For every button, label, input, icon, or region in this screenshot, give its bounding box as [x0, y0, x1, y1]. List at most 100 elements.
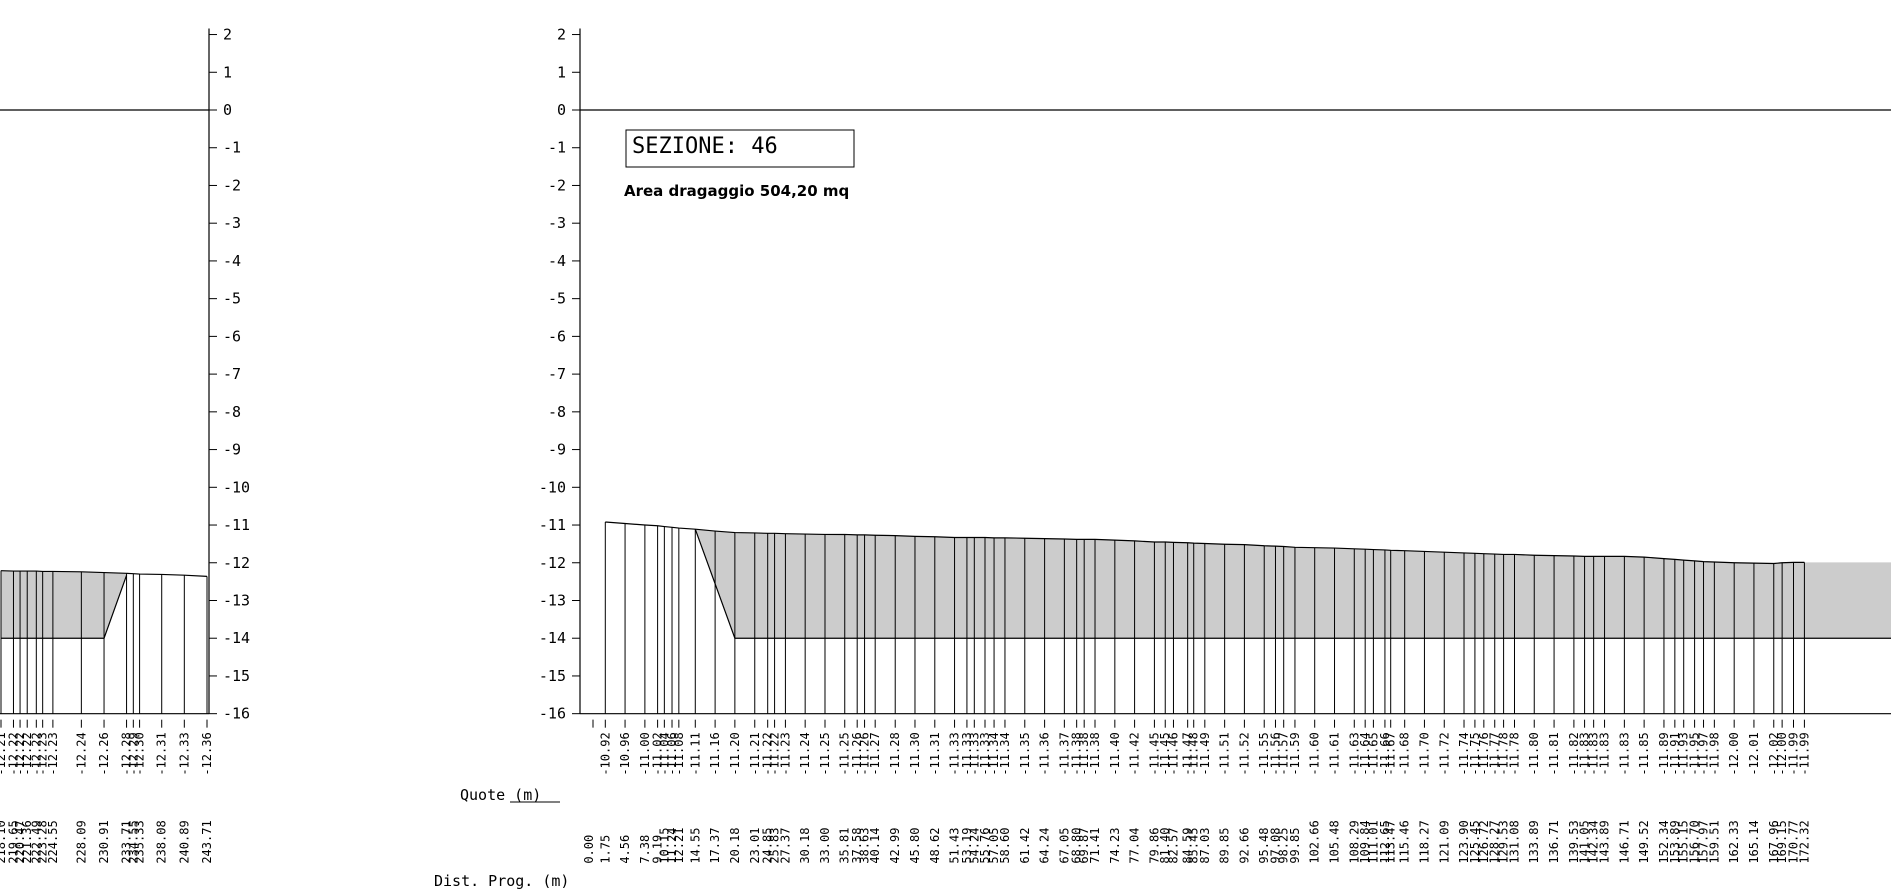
right-quota-label: -11.81 — [1547, 732, 1561, 775]
right-tick-label: -5 — [548, 290, 566, 308]
right-bed-profile — [605, 521, 1805, 565]
right-tick-label: -8 — [548, 403, 566, 421]
right-dist-label: 141.05 — [1578, 820, 1592, 863]
left-quota-label: -12.33 — [177, 732, 191, 775]
left-quota-label: -12.23 — [46, 732, 60, 775]
right-dist-label: 123.90 — [1457, 820, 1471, 863]
right-dist-label: 27.37 — [778, 828, 792, 864]
right-quota-label: -11.27 — [868, 732, 882, 775]
right-tick-label: -2 — [548, 176, 566, 194]
left-tick-label: -7 — [223, 365, 241, 383]
right-dredge-area — [695, 529, 1891, 639]
right-dist-label: 167.96 — [1767, 820, 1781, 863]
left-bed-profile — [0, 570, 208, 577]
left-tick-label: -9 — [223, 441, 241, 459]
left-quota-label: -12.22 — [13, 732, 27, 775]
right-quota-label: -11.31 — [928, 732, 942, 775]
left-quota-label: -12.21 — [0, 732, 8, 775]
left-section-panel: -12.21 218.10 -12.22 219.65 -12.22 220.47 -12.… — [0, 109, 214, 864]
right-dist-label: 20.18 — [728, 828, 742, 864]
right-dist-label: 129.53 — [1497, 820, 1511, 863]
right-dist-label: 85.45 — [1187, 828, 1201, 864]
right-dist-label: 165.14 — [1747, 820, 1761, 863]
right-quota-label: -11.36 — [1038, 732, 1052, 775]
right-quota-label: -11.74 — [1457, 732, 1471, 775]
right-quota-label: -11.78 — [1497, 732, 1511, 775]
right-dist-label: 89.85 — [1218, 828, 1232, 864]
right-quota-label: -11.25 — [818, 732, 832, 775]
right-quota-label: -11.72 — [1437, 732, 1451, 775]
left-tick-label: 1 — [223, 63, 232, 81]
left-quota-label: -12.31 — [155, 732, 169, 775]
right-quota-label: -11.93 — [1677, 732, 1691, 775]
right-dist-label: 142.34 — [1587, 820, 1601, 863]
right-quota-label: -11.30 — [908, 732, 922, 775]
right-dist-label: 55.76 — [978, 828, 992, 864]
right-dist-label: 54.24 — [967, 828, 981, 864]
right-dist-label: 30.18 — [798, 828, 812, 864]
left-dist-label: 240.89 — [177, 820, 191, 863]
right-dist-label: 102.66 — [1308, 820, 1322, 863]
right-tick-label: -14 — [539, 629, 566, 647]
right-quota-label: -11.28 — [888, 732, 902, 775]
left-tick-label: -5 — [223, 290, 241, 308]
right-quota-label: -11.34 — [998, 732, 1012, 775]
left-dist-label: 222.49 — [29, 820, 43, 863]
right-quota-label: -11.22 — [768, 732, 782, 775]
left-tick-label: -12 — [223, 554, 250, 572]
right-tick-label: -9 — [548, 441, 566, 459]
right-quota-label: -11.46 — [1166, 732, 1180, 775]
left-quota-label: -12.29 — [126, 732, 140, 775]
left-tick-label: -10 — [223, 478, 250, 496]
left-tick-label: -15 — [223, 667, 250, 685]
section-title-box — [625, 129, 855, 168]
right-dist-label: 156.70 — [1688, 820, 1702, 863]
right-tick-label: 0 — [557, 101, 566, 119]
right-tick-label: -1 — [548, 139, 566, 157]
left-tick-label: 2 — [223, 26, 232, 44]
right-dist-label: 113.47 — [1384, 820, 1398, 863]
right-dist-label: 53.19 — [960, 828, 974, 864]
right-quota-label: -11.08 — [672, 732, 686, 775]
left-tick-label: -16 — [223, 705, 250, 723]
right-quota-label: -12.00 — [1727, 732, 1741, 775]
dredging-area-label: Area dragaggio 504,20 mq — [624, 182, 849, 200]
right-quota-label: -12.01 — [1747, 732, 1761, 775]
right-dist-label: 64.24 — [1038, 828, 1052, 864]
right-quota-label: -11.35 — [1018, 732, 1032, 775]
left-quota-label: -12.26 — [97, 732, 111, 775]
left-quota-label: -12.28 — [120, 732, 134, 775]
right-dist-label: 74.23 — [1108, 828, 1122, 864]
right-quota-label: -11.37 — [1057, 732, 1071, 775]
left-dist-label: 223.28 — [36, 820, 50, 863]
right-quota-label: -11.45 — [1158, 732, 1172, 775]
right-dist-label: 98.25 — [1277, 828, 1291, 864]
left-quota-label: -12.22 — [20, 732, 34, 775]
right-quota-label: -11.60 — [1308, 732, 1322, 775]
right-tick-label: -16 — [539, 705, 566, 723]
right-dist-label: 14.55 — [688, 828, 702, 864]
right-quota-label: -11.66 — [1378, 732, 1392, 775]
right-dist-label: 115.46 — [1398, 820, 1412, 863]
right-quota-label: -11.45 — [1147, 732, 1161, 775]
right-dist-label: 95.48 — [1257, 828, 1271, 864]
right-quota-label: -11.89 — [1657, 732, 1671, 775]
right-quota-label: -11.23 — [778, 732, 792, 775]
right-dist-label: 155.15 — [1677, 820, 1691, 863]
right-quota-label: -11.49 — [1198, 732, 1212, 775]
right-dist-label: 153.89 — [1668, 820, 1682, 863]
right-dist-label: 37.58 — [850, 828, 864, 864]
right-quota-label: -11.26 — [850, 732, 864, 775]
right-elevation-axis: 2 1 0 -1 -2 -3 -4 -5 -6 -7 -8 -9 -10 -11 -12 -13 -14 -15 -… — [539, 26, 581, 723]
right-quota-label: -11.34 — [987, 732, 1001, 775]
right-dist-label: 159.51 — [1707, 820, 1721, 863]
left-dist-label: 219.65 — [6, 820, 20, 863]
right-dist-label: 10.15 — [657, 828, 671, 864]
right-quota-label: -11.78 — [1507, 732, 1521, 775]
right-quota-label: -11.80 — [1527, 732, 1541, 775]
left-tick-label: -14 — [223, 629, 250, 647]
right-tick-label: -11 — [539, 516, 566, 534]
right-quota-label: -11.57 — [1277, 732, 1291, 775]
right-quota-label: -11.83 — [1578, 732, 1592, 775]
